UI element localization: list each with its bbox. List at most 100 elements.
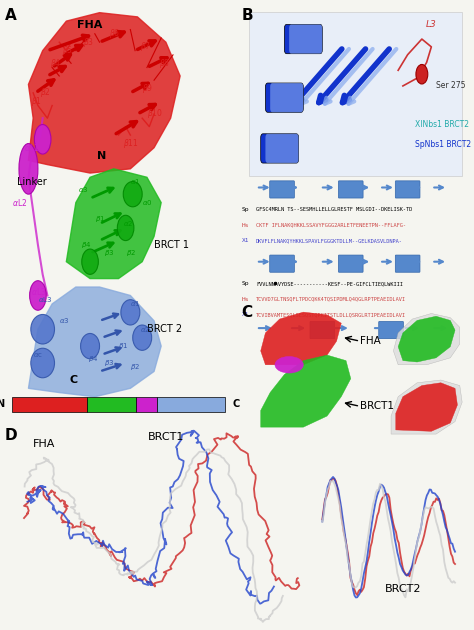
Text: BRCT2: BRCT2 <box>384 584 421 594</box>
FancyBboxPatch shape <box>261 134 299 163</box>
Text: GFSC4MRLN TS--SESMHLLELLGLRESTF MSLGDI--DKELISK-TD: GFSC4MRLN TS--SESMHLLELLGLRESTF MSLGDI--… <box>256 207 412 212</box>
Polygon shape <box>391 380 462 434</box>
Polygon shape <box>398 316 455 362</box>
Polygon shape <box>393 314 460 365</box>
Text: $\alpha$c: $\alpha$c <box>33 350 43 358</box>
Ellipse shape <box>31 348 55 378</box>
Text: $\beta$10: $\beta$10 <box>147 108 163 120</box>
Text: DKVFLFLNAKQYHKKLSPAVLFGGGKTDLLM--GELKDASVLDNPA-: DKVFLFLNAKQYHKKLSPAVLFGGGKTDLLM--GELKDAS… <box>256 238 403 243</box>
Text: Ser 275: Ser 275 <box>436 81 465 91</box>
Text: L3: L3 <box>426 20 437 30</box>
Polygon shape <box>261 355 351 427</box>
Text: FVVLNNAVYDSE-----------KESF--PE-GIFCLTIEQLWKIII: FVVLNNAVYDSE-----------KESF--PE-GIFCLTIE… <box>256 281 403 286</box>
Bar <box>86 397 136 411</box>
Text: $\beta$2: $\beta$2 <box>126 248 136 258</box>
Text: $\beta$4: $\beta$4 <box>50 57 61 70</box>
Text: $\beta$3: $\beta$3 <box>104 248 115 258</box>
Text: TCVIBVAMTESQLSESQSTQPKITSTLDLLQSRGLRTIPEAEIDLAVI: TCVIBVAMTESQLSESQSTQPKITSTLDLLQSRGLRTIPE… <box>256 312 406 318</box>
Text: $\alpha$L2: $\alpha$L2 <box>12 197 27 208</box>
Text: $\alpha$L1: $\alpha$L1 <box>24 142 39 153</box>
Text: $\beta$2: $\beta$2 <box>40 86 51 100</box>
Text: $\beta$6: $\beta$6 <box>109 27 120 40</box>
FancyBboxPatch shape <box>270 255 294 272</box>
Text: TCVVD7GLTNSQFLTPDCQKK4TQSIPDMLQ4QGLRPTPEAEIDLAVI: TCVVD7GLTNSQFLTPDCQKK4TQSIPDMLQ4QGLRPTPE… <box>256 297 406 302</box>
Text: $\alpha$L3: $\alpha$L3 <box>38 295 52 304</box>
Text: $\beta$1: $\beta$1 <box>95 214 105 224</box>
Text: $\alpha$3: $\alpha$3 <box>78 185 89 195</box>
Bar <box>249 12 462 176</box>
Text: Hs: Hs <box>242 297 249 302</box>
Text: XlNbs1 BRCT2: XlNbs1 BRCT2 <box>415 120 469 130</box>
Polygon shape <box>28 287 161 397</box>
Text: $\beta$1: $\beta$1 <box>118 341 129 351</box>
Text: $\beta$8: $\beta$8 <box>159 57 170 70</box>
Text: $\alpha$2: $\alpha$2 <box>140 324 150 334</box>
Text: Sp: Sp <box>242 207 249 212</box>
Ellipse shape <box>34 125 51 154</box>
Polygon shape <box>261 312 341 365</box>
Text: $\beta$1: $\beta$1 <box>31 94 42 108</box>
Text: $\beta$3: $\beta$3 <box>104 358 115 368</box>
Ellipse shape <box>19 144 38 194</box>
Ellipse shape <box>29 281 46 310</box>
Text: $\beta$7: $\beta$7 <box>140 40 151 53</box>
Text: $\beta$4: $\beta$4 <box>88 354 98 364</box>
Text: FHA: FHA <box>360 336 381 346</box>
Text: $\alpha$1: $\alpha$1 <box>130 299 141 309</box>
FancyBboxPatch shape <box>265 134 299 163</box>
Polygon shape <box>396 383 457 432</box>
FancyBboxPatch shape <box>395 255 420 272</box>
Text: N: N <box>97 151 107 161</box>
Text: $\beta$5: $\beta$5 <box>62 44 73 57</box>
FancyBboxPatch shape <box>270 181 294 198</box>
Text: $\beta$11: $\beta$11 <box>123 137 139 150</box>
Ellipse shape <box>123 181 142 207</box>
Ellipse shape <box>275 357 303 373</box>
Bar <box>157 397 225 411</box>
FancyBboxPatch shape <box>310 321 335 339</box>
Text: C: C <box>69 375 78 385</box>
Polygon shape <box>28 13 180 173</box>
Text: BRCT1: BRCT1 <box>360 401 394 411</box>
Ellipse shape <box>121 300 140 325</box>
Text: FHA: FHA <box>33 438 55 449</box>
FancyBboxPatch shape <box>338 181 363 198</box>
Text: $\alpha$L3: $\alpha$L3 <box>31 286 46 297</box>
Text: $\alpha$2: $\alpha$2 <box>123 219 134 228</box>
Text: C: C <box>242 305 253 320</box>
Text: Hs: Hs <box>242 222 249 227</box>
Text: SpNbs1 BRCT2: SpNbs1 BRCT2 <box>415 140 471 149</box>
Text: X1: X1 <box>242 312 249 318</box>
Text: BRCT1: BRCT1 <box>148 432 184 442</box>
FancyBboxPatch shape <box>270 83 303 112</box>
Bar <box>12 397 86 411</box>
Text: C: C <box>232 399 239 409</box>
Text: $\alpha$3: $\alpha$3 <box>59 316 70 325</box>
Text: X1: X1 <box>242 238 249 243</box>
Text: D: D <box>5 428 18 444</box>
FancyBboxPatch shape <box>284 25 322 54</box>
FancyBboxPatch shape <box>379 321 403 339</box>
Text: A: A <box>5 8 17 23</box>
Polygon shape <box>66 169 161 278</box>
Text: Sp: Sp <box>242 281 249 286</box>
Text: N: N <box>0 399 5 409</box>
Text: $\alpha$1: $\alpha$1 <box>130 177 141 186</box>
Ellipse shape <box>82 249 99 275</box>
Text: $\beta$4: $\beta$4 <box>81 240 91 250</box>
Text: B: B <box>242 8 254 23</box>
Ellipse shape <box>81 333 100 359</box>
Ellipse shape <box>117 215 134 241</box>
FancyBboxPatch shape <box>265 83 303 112</box>
Text: $\beta$3: $\beta$3 <box>83 36 94 49</box>
Text: BRCT 1: BRCT 1 <box>154 240 189 250</box>
FancyBboxPatch shape <box>338 255 363 272</box>
FancyBboxPatch shape <box>289 25 322 54</box>
Text: Linker: Linker <box>17 176 46 186</box>
Text: $\beta$9: $\beta$9 <box>142 82 154 95</box>
Bar <box>136 397 157 411</box>
Text: $\alpha$0: $\alpha$0 <box>142 198 153 207</box>
Ellipse shape <box>133 325 152 350</box>
Text: CKTF IFLNAKQHKKLSSAVYFGGG2ARLETFENEETPN--FFLAFG-: CKTF IFLNAKQHKKLSSAVYFGGG2ARLETFENEETPN-… <box>256 222 406 227</box>
Text: $\beta$2: $\beta$2 <box>130 362 140 372</box>
